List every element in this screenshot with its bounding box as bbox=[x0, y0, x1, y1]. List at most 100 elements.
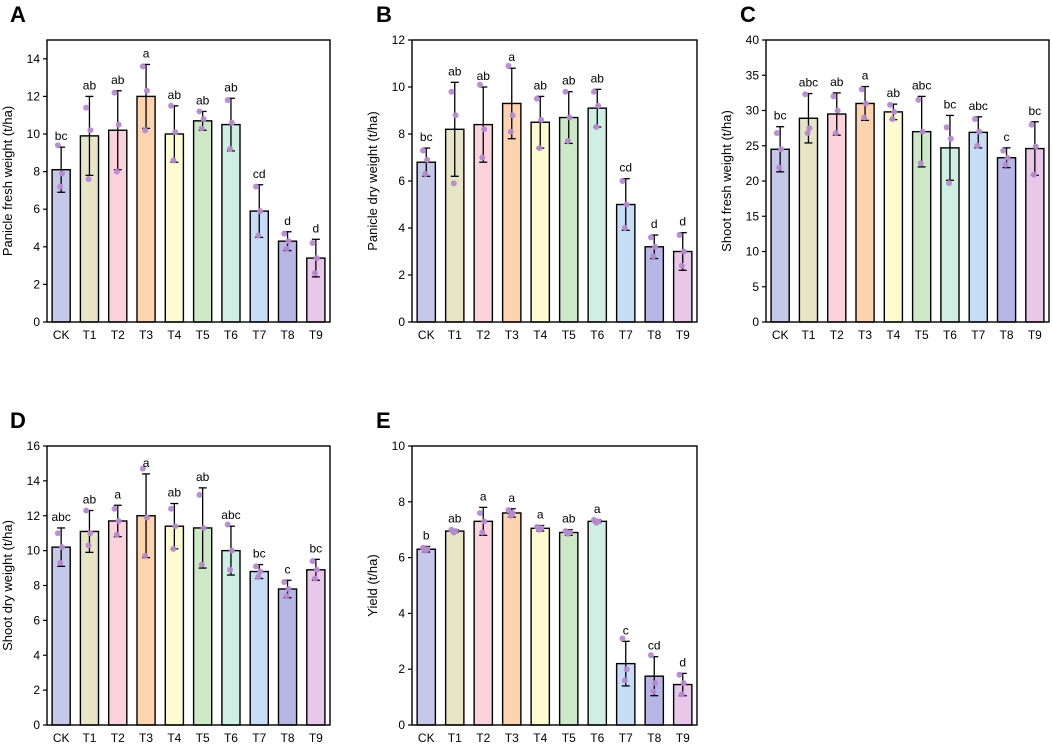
data-point bbox=[976, 128, 983, 135]
data-point bbox=[85, 542, 92, 549]
x-tick-label: T1 bbox=[82, 328, 96, 342]
significance-label: abc bbox=[51, 510, 70, 524]
y-tick-label: 4 bbox=[398, 606, 405, 620]
data-point bbox=[476, 81, 483, 88]
data-point bbox=[255, 232, 262, 239]
x-tick-label: T6 bbox=[224, 731, 238, 745]
data-point bbox=[170, 545, 177, 552]
plot-frame bbox=[765, 39, 1050, 323]
significance-label: abc bbox=[799, 76, 818, 90]
y-tick-label: 8 bbox=[398, 495, 405, 509]
data-point bbox=[861, 114, 868, 121]
data-point bbox=[143, 87, 150, 94]
data-point bbox=[285, 585, 292, 592]
data-point bbox=[87, 127, 94, 134]
significance-label: abc bbox=[221, 508, 240, 522]
data-point bbox=[228, 119, 235, 126]
panel-a: Abc CK ab T1 ab T2 a T3 ab T4 ab T5 ab T6 cd T7 d T8 d T9 0 2… bbox=[0, 2, 331, 342]
data-point bbox=[593, 123, 600, 130]
data-point bbox=[678, 691, 685, 698]
x-tick-label: T9 bbox=[676, 328, 690, 342]
data-point bbox=[619, 635, 626, 642]
significance-label: ab bbox=[562, 512, 576, 526]
x-tick-label: CK bbox=[53, 328, 70, 342]
data-point bbox=[59, 170, 66, 177]
y-tick-label: 2 bbox=[398, 662, 405, 676]
panel-e: Eb CK ab T1 a T2 a T3 a T4 ab T5 a T6 c T7 cd T8 d T9 0 2 4 6 8 1… bbox=[365, 408, 698, 745]
data-point bbox=[536, 526, 543, 533]
x-tick-label: T4 bbox=[533, 731, 547, 745]
x-tick-label: T7 bbox=[619, 328, 633, 342]
y-tick-label: 6 bbox=[33, 202, 40, 216]
data-point bbox=[168, 505, 175, 512]
bar bbox=[587, 107, 608, 323]
y-tick-label: 10 bbox=[27, 544, 41, 558]
x-tick-label: CK bbox=[53, 731, 70, 745]
data-point bbox=[564, 530, 571, 537]
data-point bbox=[509, 112, 516, 119]
significance-label: ab bbox=[196, 93, 210, 107]
data-point bbox=[224, 97, 231, 104]
data-point bbox=[143, 514, 150, 521]
significance-label: cd bbox=[619, 161, 632, 175]
x-tick-label: T8 bbox=[1000, 328, 1014, 342]
y-tick-label: 0 bbox=[398, 718, 405, 732]
data-point bbox=[422, 170, 429, 177]
data-point bbox=[680, 680, 687, 687]
data-point bbox=[139, 465, 146, 472]
bar bbox=[51, 546, 71, 726]
data-point bbox=[891, 108, 898, 115]
data-point bbox=[281, 579, 288, 586]
data-point bbox=[227, 146, 234, 153]
bar bbox=[221, 549, 241, 726]
significance-label: ab bbox=[224, 80, 238, 94]
data-point bbox=[947, 135, 954, 142]
x-tick-label: T9 bbox=[309, 328, 323, 342]
data-point bbox=[448, 88, 455, 95]
y-tick-label: 20 bbox=[746, 174, 760, 188]
x-tick-label: T2 bbox=[476, 731, 490, 745]
data-point bbox=[285, 238, 292, 245]
significance-label: a bbox=[862, 69, 869, 83]
data-point bbox=[536, 145, 543, 152]
y-tick-label: 6 bbox=[398, 551, 405, 565]
y-tick-label: 0 bbox=[398, 315, 405, 329]
data-point bbox=[57, 559, 64, 566]
x-tick-label: T4 bbox=[533, 328, 547, 342]
bar bbox=[798, 117, 819, 323]
data-point bbox=[313, 255, 320, 262]
data-point bbox=[479, 529, 486, 536]
data-point bbox=[196, 491, 203, 498]
bar bbox=[473, 520, 494, 726]
data-point bbox=[832, 130, 839, 137]
y-tick-label: 2 bbox=[33, 277, 40, 291]
data-point bbox=[311, 270, 318, 277]
y-axis-title: Shoot dry weight (t/ha) bbox=[0, 520, 15, 651]
significance-label: bc bbox=[420, 130, 433, 144]
x-tick-label: T2 bbox=[476, 328, 490, 342]
data-point bbox=[652, 680, 659, 687]
panel-letter: C bbox=[740, 2, 756, 27]
significance-label: d bbox=[313, 221, 320, 235]
bar bbox=[306, 569, 326, 726]
data-point bbox=[889, 115, 896, 122]
bar bbox=[996, 157, 1017, 323]
y-tick-label: 0 bbox=[33, 315, 40, 329]
y-tick-label: 14 bbox=[27, 52, 41, 66]
x-tick-label: T7 bbox=[619, 731, 633, 745]
data-point bbox=[915, 96, 922, 103]
bar bbox=[530, 121, 551, 323]
significance-label: bc bbox=[774, 109, 787, 123]
bar bbox=[221, 123, 241, 323]
data-point bbox=[680, 248, 687, 255]
data-point bbox=[257, 568, 264, 575]
x-tick-label: T3 bbox=[139, 328, 153, 342]
x-tick-label: T6 bbox=[943, 328, 957, 342]
significance-label: c bbox=[285, 562, 291, 576]
significance-label: ab bbox=[477, 69, 491, 83]
data-point bbox=[115, 517, 122, 524]
y-tick-label: 16 bbox=[27, 439, 41, 453]
data-point bbox=[476, 509, 483, 516]
bar bbox=[501, 512, 522, 726]
